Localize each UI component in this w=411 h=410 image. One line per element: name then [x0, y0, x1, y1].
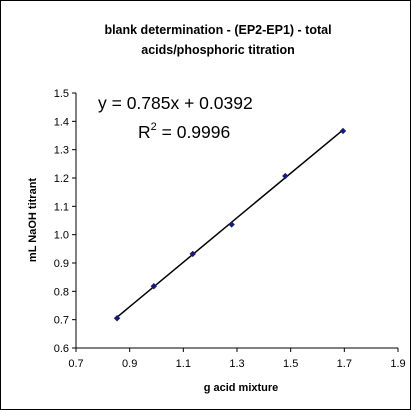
y-tick-label: 0.8	[54, 286, 69, 298]
r-squared-prefix: R	[138, 122, 151, 142]
y-tick-label: 1.1	[54, 201, 69, 213]
y-tick-label: 1.5	[54, 88, 69, 100]
regression-equation: y = 0.785x + 0.0392	[98, 93, 253, 113]
y-axis-label: mL NaOH titrant	[27, 178, 39, 262]
y-tick-label: 1.3	[54, 145, 69, 157]
r-squared: R2 = 0.9996	[138, 121, 230, 142]
data-points	[113, 127, 347, 322]
data-point	[113, 315, 121, 322]
x-tick-label: 1.9	[390, 358, 405, 370]
data-point	[339, 127, 347, 135]
data-point	[189, 250, 196, 258]
y-tick-label: 0.6	[54, 343, 69, 355]
r-squared-value: = 0.9996	[157, 122, 230, 142]
x-tick-label: 1.7	[337, 358, 352, 370]
y-tick-label: 1.4	[54, 116, 69, 128]
x-ticks: 0.7 0.9 1.1 1.3 1.5 1.7 1.9	[68, 348, 406, 370]
y-tick-label: 1.2	[54, 173, 69, 185]
x-tick-label: 1.1	[176, 358, 191, 370]
x-axis-label: g acid mixture	[204, 382, 279, 394]
x-tick-label: 0.9	[122, 358, 137, 370]
data-point	[150, 283, 158, 290]
chart-title-line2: acids/phosphoric titration	[141, 43, 295, 57]
y-ticks: 0.6 0.7 0.8 0.9 1.0 1.1 1.2 1.3 1.4 1.5	[54, 88, 76, 355]
x-tick-label: 1.3	[229, 358, 244, 370]
y-tick-label: 0.9	[54, 258, 69, 270]
data-point	[282, 172, 289, 180]
x-tick-label: 1.5	[283, 358, 298, 370]
chart-title-line1: blank determination - (EP2-EP1) - total	[104, 23, 331, 37]
x-tick-label: 0.7	[68, 358, 83, 370]
r-squared-exponent: 2	[151, 121, 157, 133]
y-tick-label: 1.0	[54, 230, 69, 242]
data-point	[228, 221, 235, 228]
y-tick-label: 0.7	[54, 315, 69, 327]
